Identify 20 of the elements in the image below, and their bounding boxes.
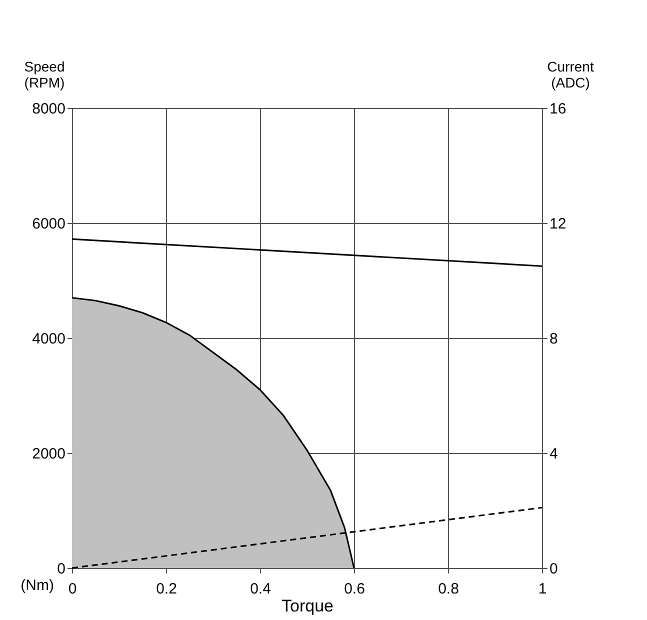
y-tick-label: 2000 — [32, 446, 66, 462]
y2-tick-label: 8 — [550, 330, 558, 348]
y2-tick-label: 4 — [550, 446, 558, 462]
x-tick-label: 0.6 — [344, 580, 365, 598]
y-tick-label: 4000 — [32, 330, 66, 348]
y2-tick-label: 12 — [550, 216, 566, 232]
x-tick-label: 1 — [538, 580, 547, 598]
y-axis-title: Speed (RPM) — [24, 58, 65, 90]
x-tick-label: 0.2 — [156, 580, 177, 598]
y-tick-label: 8000 — [32, 100, 66, 118]
y-tick-label: 0 — [57, 560, 66, 578]
text: (Nm) — [20, 577, 54, 594]
y2-axis-title: Current (ADC) — [547, 58, 594, 90]
y-tick-label: 6000 — [32, 216, 66, 232]
y2-tick-label: 0 — [550, 560, 558, 578]
x-tick-label: 0 — [68, 580, 77, 598]
x-tick-label: 0.4 — [250, 580, 271, 598]
x-axis-title: Torque — [282, 596, 334, 616]
y2-tick-label: 16 — [550, 100, 566, 118]
x-tick-label: 0.8 — [438, 580, 459, 598]
